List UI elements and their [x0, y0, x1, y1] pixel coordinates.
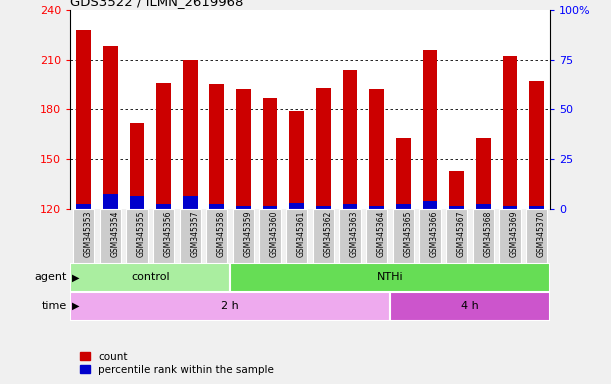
Bar	[390, 292, 550, 321]
Bar	[263, 98, 277, 209]
Bar	[103, 46, 117, 209]
Bar	[183, 60, 197, 209]
Bar	[236, 89, 251, 209]
Text: GSM345370: GSM345370	[536, 211, 546, 257]
Bar	[126, 209, 147, 263]
Bar	[76, 204, 91, 209]
Bar	[343, 204, 357, 209]
Bar	[263, 206, 277, 209]
Bar	[529, 206, 544, 209]
Bar	[206, 209, 227, 263]
Text: time: time	[42, 301, 67, 311]
Bar	[70, 263, 230, 292]
Bar	[476, 138, 491, 209]
Text: control: control	[131, 272, 169, 283]
Bar	[449, 171, 464, 209]
Bar	[316, 88, 331, 209]
Text: GSM345369: GSM345369	[510, 211, 519, 257]
Bar	[526, 209, 547, 263]
Text: GSM345357: GSM345357	[190, 211, 199, 257]
Text: GSM345361: GSM345361	[297, 211, 306, 257]
Bar	[290, 111, 304, 209]
Bar	[503, 56, 518, 209]
Bar	[130, 123, 144, 209]
Bar	[343, 70, 357, 209]
Text: GSM345360: GSM345360	[270, 211, 279, 257]
Bar	[153, 209, 174, 263]
Text: GSM345366: GSM345366	[430, 211, 439, 257]
Bar	[499, 209, 521, 263]
Bar	[370, 89, 384, 209]
Bar	[233, 209, 254, 263]
Bar	[180, 209, 201, 263]
Bar	[419, 209, 441, 263]
Text: GSM345365: GSM345365	[403, 211, 412, 257]
Text: GSM345355: GSM345355	[137, 211, 146, 257]
Bar	[473, 209, 494, 263]
Bar	[529, 81, 544, 209]
Bar	[286, 209, 307, 263]
Text: GSM345367: GSM345367	[456, 211, 466, 257]
Bar	[393, 209, 414, 263]
Bar	[423, 50, 437, 209]
Legend: count, percentile rank within the sample: count, percentile rank within the sample	[76, 348, 279, 379]
Bar	[130, 196, 144, 209]
Bar	[290, 203, 304, 209]
Text: GSM345364: GSM345364	[377, 211, 386, 257]
Bar	[230, 263, 550, 292]
Bar	[366, 209, 387, 263]
Bar	[156, 204, 171, 209]
Bar	[103, 194, 117, 209]
Text: NTHi: NTHi	[377, 272, 403, 283]
Text: ▶: ▶	[71, 272, 79, 283]
Bar	[210, 204, 224, 209]
Text: GSM345363: GSM345363	[350, 211, 359, 257]
Text: agent: agent	[35, 272, 67, 283]
Bar	[73, 209, 94, 263]
Text: GSM345362: GSM345362	[323, 211, 332, 257]
Bar	[446, 209, 467, 263]
Bar	[236, 206, 251, 209]
Text: GSM345368: GSM345368	[483, 211, 492, 257]
Bar	[396, 204, 411, 209]
Bar	[100, 209, 121, 263]
Text: GSM345353: GSM345353	[84, 211, 93, 257]
Bar	[503, 206, 518, 209]
Text: GDS3522 / ILMN_2619968: GDS3522 / ILMN_2619968	[70, 0, 244, 8]
Bar	[210, 84, 224, 209]
Bar	[260, 209, 281, 263]
Text: GSM345356: GSM345356	[164, 211, 172, 257]
Bar	[449, 206, 464, 209]
Text: GSM345359: GSM345359	[243, 211, 252, 257]
Bar	[70, 292, 390, 321]
Bar	[476, 204, 491, 209]
Bar	[316, 206, 331, 209]
Text: 4 h: 4 h	[461, 301, 479, 311]
Bar	[339, 209, 360, 263]
Text: 2 h: 2 h	[221, 301, 239, 311]
Bar	[156, 83, 171, 209]
Bar	[183, 196, 197, 209]
Text: GSM345358: GSM345358	[217, 211, 226, 257]
Bar	[396, 138, 411, 209]
Text: GSM345354: GSM345354	[110, 211, 119, 257]
Bar	[370, 206, 384, 209]
Bar	[76, 30, 91, 209]
Text: ▶: ▶	[71, 301, 79, 311]
Bar	[313, 209, 334, 263]
Bar	[423, 201, 437, 209]
